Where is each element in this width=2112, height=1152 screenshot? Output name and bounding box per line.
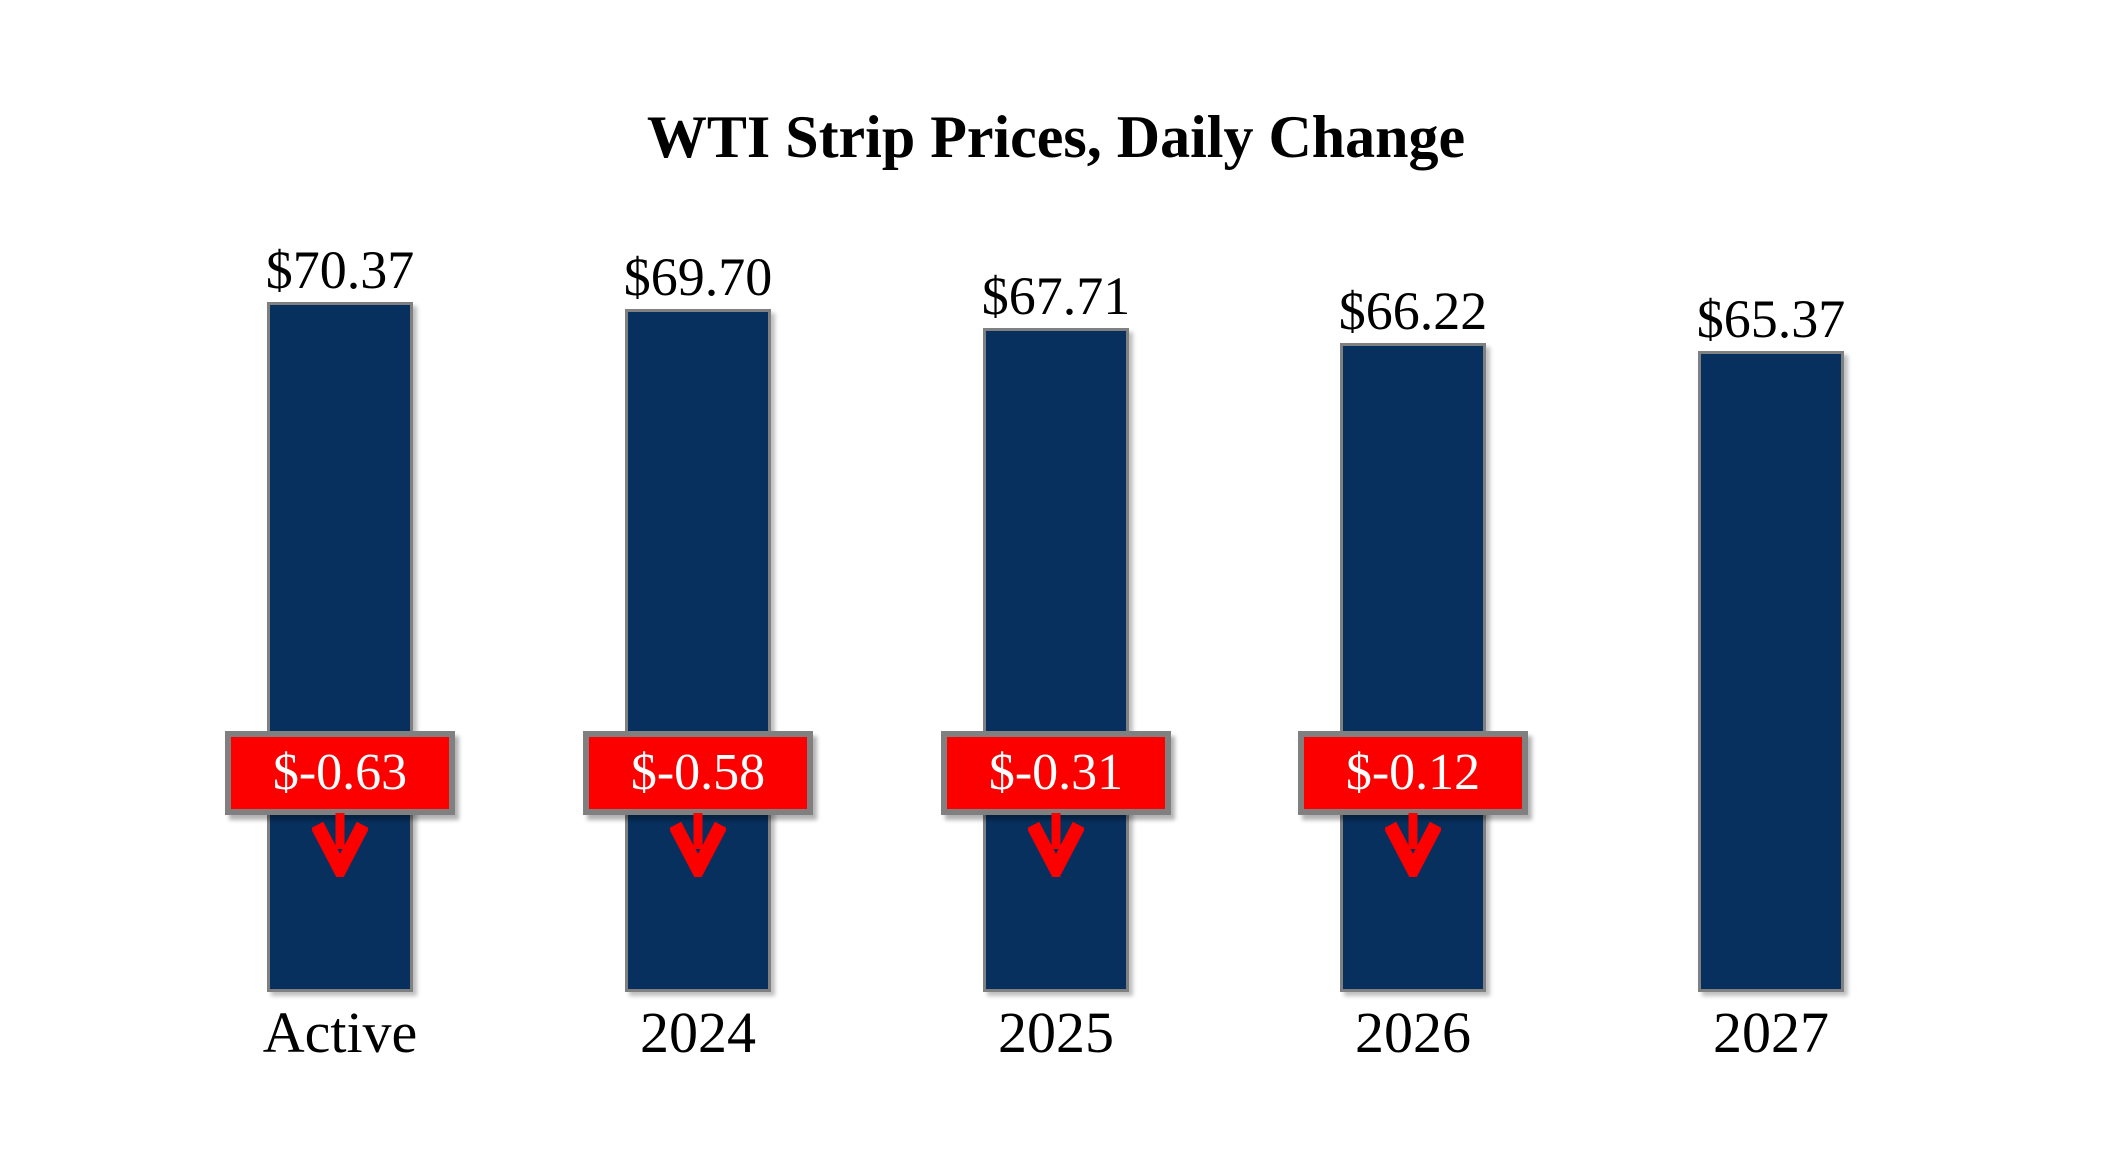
category-label-2024: 2024 [640,1000,756,1065]
down-arrow-icon [310,813,370,885]
down-arrow-icon [1383,813,1443,885]
price-label-2024: $69.70 [623,247,773,307]
price-bar-2024 [625,309,771,992]
daily-change-badge-2025: $-0.31 [941,731,1171,815]
price-bar-2027 [1698,351,1844,992]
price-label-2026: $66.22 [1338,281,1488,341]
price-bar-active [267,302,413,992]
price-bar-2025 [983,328,1129,992]
price-label-active: $70.37 [265,240,415,300]
category-label-2027: 2027 [1713,1000,1829,1065]
down-arrow-icon [668,813,728,885]
chart-title: WTI Strip Prices, Daily Change [646,104,1466,170]
down-arrow-icon [1026,813,1086,885]
price-label-2025: $67.71 [981,266,1131,326]
daily-change-badge-2026: $-0.12 [1298,731,1528,815]
daily-change-badge-2024: $-0.58 [583,731,813,815]
price-label-2027: $65.37 [1696,289,1846,349]
category-label-2025: 2025 [998,1000,1114,1065]
category-label-2026: 2026 [1355,1000,1471,1065]
category-label-active: Active [262,1000,418,1065]
price-bar-2026 [1340,343,1486,992]
daily-change-badge-active: $-0.63 [225,731,455,815]
